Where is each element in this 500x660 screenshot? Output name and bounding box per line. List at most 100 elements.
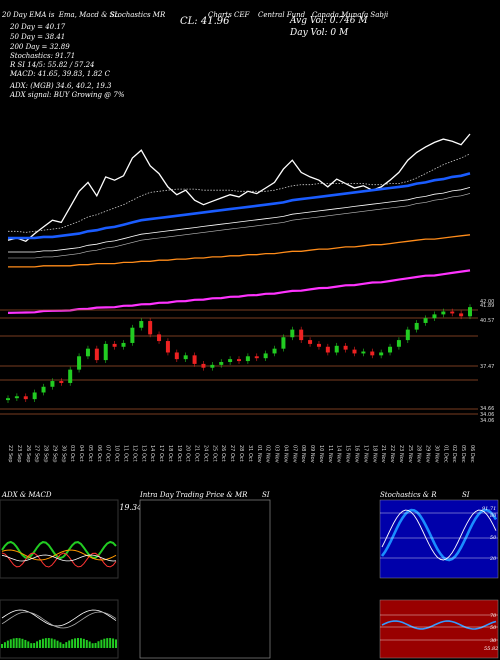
date-label: 16 Nov xyxy=(354,445,360,463)
macd-histogram-bar xyxy=(41,638,44,648)
date-label: 27 Oct xyxy=(229,445,235,462)
date-label: 09 Nov xyxy=(309,445,315,463)
macd-histogram-bar xyxy=(15,638,18,648)
stochastic-d-line xyxy=(381,509,497,561)
candle-body xyxy=(68,369,73,383)
macd-histogram-bar xyxy=(88,641,91,648)
date-label: 03 Oct xyxy=(69,445,75,462)
candle-body xyxy=(290,329,295,338)
date-label: 06 Dec xyxy=(469,445,475,463)
date-label: 30 Sep xyxy=(60,445,66,462)
candle-body xyxy=(237,359,241,362)
candle-body xyxy=(459,313,464,317)
date-label: 10 Oct xyxy=(114,445,120,462)
candle-body xyxy=(352,349,357,354)
date-label: 25 Oct xyxy=(211,445,217,462)
date-label: 24 Oct xyxy=(202,445,208,462)
info-line-4: R SI 14/5: 55.82 / 57.24 xyxy=(10,61,95,69)
price-level-label-0: 42.00 xyxy=(480,299,494,305)
candle-body xyxy=(423,318,428,323)
stoch-label-20: 20 xyxy=(490,556,497,562)
date-label: 18 Oct xyxy=(167,445,173,462)
date-label: 31 Oct xyxy=(247,445,253,462)
macd-histogram-bar xyxy=(77,638,79,648)
date-label: 14 Oct xyxy=(149,445,155,462)
avg-volume: Avg Vol: 0.746 M xyxy=(290,16,368,26)
candle-body xyxy=(121,342,126,347)
candle-body xyxy=(405,329,410,341)
header-macd-text: Ema, Macd & SL xyxy=(58,11,119,19)
macd-histogram-bar xyxy=(21,638,24,648)
adx-minus-di-line xyxy=(1,552,117,568)
candle-body xyxy=(334,345,339,353)
candle-body xyxy=(148,321,153,335)
macd-histogram-bar xyxy=(39,639,41,648)
date-label: 21 Nov xyxy=(380,445,386,463)
candle-body xyxy=(32,392,37,400)
info-line-2: 200 Day = 32.89 xyxy=(10,43,70,51)
date-axis: 22 Sep 23 Sep 26 Sep 27 Sep 28 Sep 29 Sep 30 S… xyxy=(7,445,475,463)
price-band-lines xyxy=(0,309,478,415)
macd-histogram-bar xyxy=(1,644,3,648)
date-label: 28 Oct xyxy=(238,445,244,462)
ma-line-200-day xyxy=(8,234,471,268)
macd-histogram-bar xyxy=(27,641,30,648)
ma-line-close xyxy=(7,133,471,243)
candle-body xyxy=(85,348,90,357)
adx-line xyxy=(1,549,117,561)
date-label: 17 Oct xyxy=(158,445,164,462)
price-level-label-1: 41.89 xyxy=(480,303,494,309)
date-label: 14 Nov xyxy=(336,445,342,463)
date-label: 22 Nov xyxy=(389,445,395,463)
date-label: 02 Nov xyxy=(265,445,271,463)
header-ema-text: 20 Day EMA is xyxy=(2,11,55,19)
macd-histogram-bar xyxy=(50,638,53,648)
candle-body xyxy=(219,362,224,365)
macd-histogram-bar xyxy=(97,641,100,648)
date-label: 02 Dec xyxy=(451,445,457,463)
date-label: 21 Oct xyxy=(194,445,200,462)
candle-body xyxy=(174,352,179,360)
macd-histogram-bar xyxy=(115,639,117,648)
date-label: 11 Oct xyxy=(123,445,129,462)
macd-lines xyxy=(1,609,117,648)
candle-body xyxy=(157,334,162,342)
stoch-label-50: 50 xyxy=(490,535,497,541)
header-left: 20 Day EMA is Ema, Macd & SL xyxy=(2,11,119,19)
macd-histogram-bar xyxy=(47,638,50,648)
date-label: 28 Sep xyxy=(43,445,49,462)
moving-average-lines xyxy=(7,133,471,314)
date-label: 05 Oct xyxy=(87,445,93,462)
date-label: 18 Nov xyxy=(371,445,377,463)
candle-body xyxy=(343,345,348,350)
date-label: 04 Nov xyxy=(282,445,288,463)
macd-histogram-bar xyxy=(74,638,77,648)
date-label: 17 Nov xyxy=(362,445,368,463)
candle-body xyxy=(414,322,419,330)
ma-line-aux-2 xyxy=(8,193,471,259)
header-company: Central Fund xyxy=(258,11,306,19)
date-label: 30 Nov xyxy=(433,445,439,463)
macd-histogram-bar xyxy=(9,639,12,648)
date-label: 29 Nov xyxy=(425,445,431,463)
date-label: 11 Nov xyxy=(327,445,333,463)
stochastic-k-line xyxy=(380,508,498,562)
date-label: 12 Oct xyxy=(131,445,137,462)
candle-body xyxy=(468,307,472,317)
ma-line-20-day xyxy=(8,153,471,233)
macd-histogram-bar xyxy=(12,638,15,648)
rsi-label-50: 50 xyxy=(490,625,497,631)
candle-body xyxy=(432,314,437,319)
candle-body xyxy=(361,351,366,354)
price-level-label-2: 40.57 xyxy=(480,318,494,324)
macd-histogram-bar xyxy=(106,638,109,648)
header-middle: Stochastics MR xyxy=(110,11,166,19)
macd-histogram-bar xyxy=(103,638,106,648)
date-label: 10 Nov xyxy=(318,445,324,463)
candlesticks xyxy=(6,304,472,403)
candle-body xyxy=(59,381,64,383)
ma-line-magenta xyxy=(7,269,471,314)
macd-histogram-bar xyxy=(100,639,103,648)
